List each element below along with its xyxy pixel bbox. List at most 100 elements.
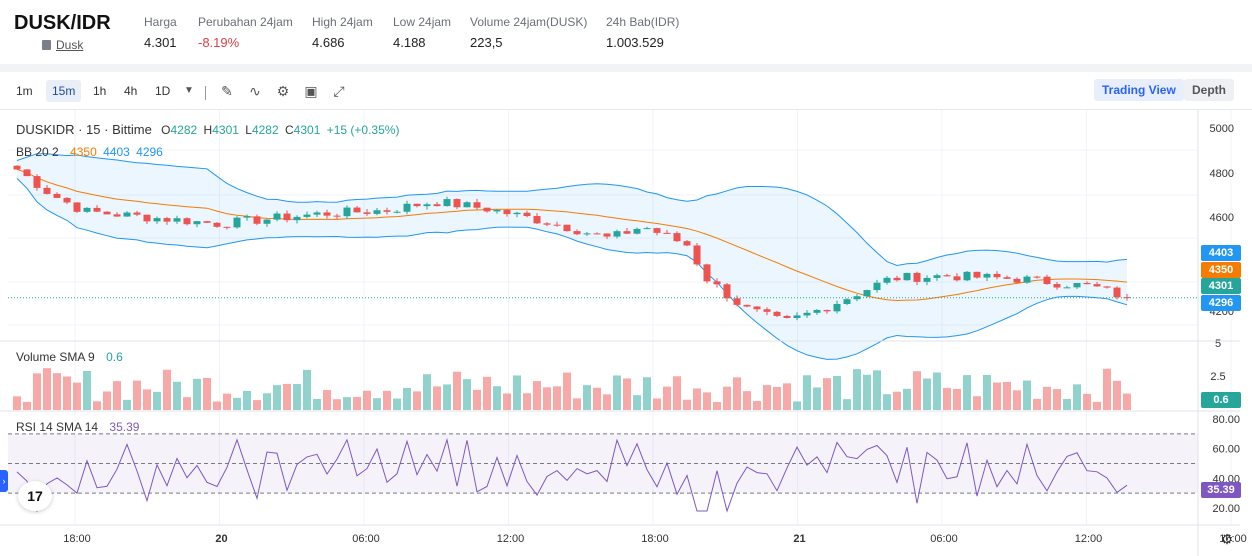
open-value: 4282 [170, 123, 198, 137]
volume-bar [283, 383, 291, 410]
depth-button[interactable]: Depth [1184, 79, 1234, 101]
candle-body [253, 216, 261, 224]
bb-basis-value: 4350 [70, 145, 97, 159]
time-tick: 12:00 [497, 533, 525, 545]
trading-view-button[interactable]: Trading View [1094, 79, 1184, 101]
time-tick: 20 [215, 533, 227, 545]
close-label: C [285, 123, 294, 137]
volume-sma-value: 0.6 [106, 350, 123, 364]
volume-tick: 2.5 [1210, 371, 1225, 383]
candle-body [583, 233, 591, 235]
time-tick: 18:00 [63, 533, 91, 545]
volume-bar [173, 381, 181, 410]
candle-body [603, 233, 611, 237]
candle-body [1103, 286, 1111, 288]
volume-bar [513, 375, 521, 410]
volume-bar [153, 391, 161, 410]
volume-bar [933, 372, 941, 410]
volume-bar [73, 382, 81, 410]
volume-bar [293, 384, 301, 410]
settings-gear-icon[interactable]: ⚙ [1220, 531, 1234, 547]
candle-body [373, 210, 381, 214]
volume-bar [693, 388, 701, 410]
candle-body [83, 207, 91, 212]
volume-bar [383, 390, 391, 410]
volume-label: Volume SMA 9 [16, 350, 95, 364]
timeframe-1m[interactable]: 1m [16, 84, 33, 98]
candle-body [303, 214, 311, 217]
candle-body [13, 165, 21, 170]
volume-bar [1123, 393, 1131, 410]
low-value: 4282 [251, 123, 279, 137]
volume-bar [713, 401, 721, 410]
candle-body [113, 214, 121, 217]
volume-bar [113, 381, 121, 410]
expand-panel-tab[interactable]: › [0, 470, 8, 492]
volume-bar [803, 375, 811, 410]
candle-body [1093, 284, 1101, 287]
candle-body [1063, 287, 1071, 289]
volume-bar [763, 385, 771, 410]
volume-bar [723, 386, 731, 410]
candle-body [393, 211, 401, 213]
volume-bar [913, 371, 921, 410]
candle-body [1113, 287, 1121, 298]
volume-bar [453, 371, 461, 410]
volume-bar [633, 395, 641, 410]
price-tick: 4600 [1210, 212, 1234, 224]
timeframe-15m[interactable]: 15m [46, 80, 82, 102]
timeframe-1d[interactable]: 1D [155, 84, 171, 98]
candle-body [223, 226, 231, 228]
candle-body [293, 216, 301, 221]
price-chart[interactable]: 500048004600420052.580.0060.0040.0020.00… [0, 110, 1252, 556]
volume-bar [833, 375, 841, 410]
volume-bar [303, 369, 311, 410]
candle-body [413, 203, 421, 207]
candle-body [1073, 282, 1081, 288]
volume-bar [93, 401, 101, 410]
gear-icon[interactable]: ⚙ [276, 83, 290, 99]
high-label: H [203, 123, 213, 137]
candle-body [333, 215, 341, 217]
stat-label: Harga [144, 15, 177, 29]
volume-bar [373, 398, 381, 410]
coin-link[interactable]: Dusk [42, 38, 83, 52]
indicator-icon[interactable]: ∿ [249, 83, 261, 99]
stat-label: Perubahan 24jam [198, 15, 293, 29]
rsi-line [16, 437, 1128, 513]
volume-bar [583, 385, 591, 410]
candle-body [363, 212, 371, 214]
volume-bar [1073, 384, 1081, 410]
timeframe-4h[interactable]: 4h [124, 84, 138, 98]
candle-body [863, 290, 871, 297]
price-tick: 4800 [1210, 168, 1234, 180]
stat-label: High 24jam [312, 15, 373, 29]
chevron-down-icon[interactable]: ▼ [184, 85, 194, 96]
pencil-icon[interactable]: ✎ [221, 83, 233, 99]
bollinger-lower-line [16, 178, 1128, 360]
chart-card [0, 72, 1252, 556]
volume-bar [333, 399, 341, 410]
save-icon[interactable]: ▣ [304, 83, 318, 99]
volume-bar [193, 378, 201, 410]
candle-body [983, 273, 991, 278]
volume-bar [443, 384, 451, 410]
bb-lower-tag: 4296 [1201, 295, 1241, 311]
fullscreen-icon[interactable]: ⤢ [333, 83, 345, 99]
volume-bar [733, 377, 741, 410]
stat-value: -8.19% [198, 35, 240, 50]
stat-value: 4.686 [312, 35, 345, 50]
candle-body [193, 221, 201, 225]
candle-body [1083, 282, 1091, 285]
candle-body [563, 224, 571, 232]
volume-bar [593, 387, 601, 410]
candle-body [733, 298, 741, 305]
volume-bar [353, 396, 361, 410]
price-tick: 5000 [1210, 123, 1234, 135]
candle-body [623, 231, 631, 234]
time-tick: 18:00 [641, 533, 669, 545]
volume-bar [663, 386, 671, 410]
candle-body [803, 312, 811, 316]
tradingview-logo[interactable]: 17 [18, 481, 52, 511]
timeframe-1h[interactable]: 1h [93, 84, 107, 98]
